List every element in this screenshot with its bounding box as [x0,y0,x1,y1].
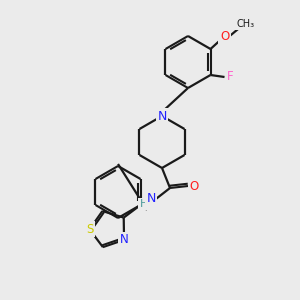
Text: F: F [227,70,234,83]
Text: H: H [140,199,148,209]
Text: CH₃: CH₃ [236,19,255,29]
Text: N: N [146,193,156,206]
Text: N: N [157,110,167,122]
Text: N: N [120,233,128,246]
Text: S: S [86,223,93,236]
Text: O: O [220,31,229,44]
Text: O: O [189,179,199,193]
